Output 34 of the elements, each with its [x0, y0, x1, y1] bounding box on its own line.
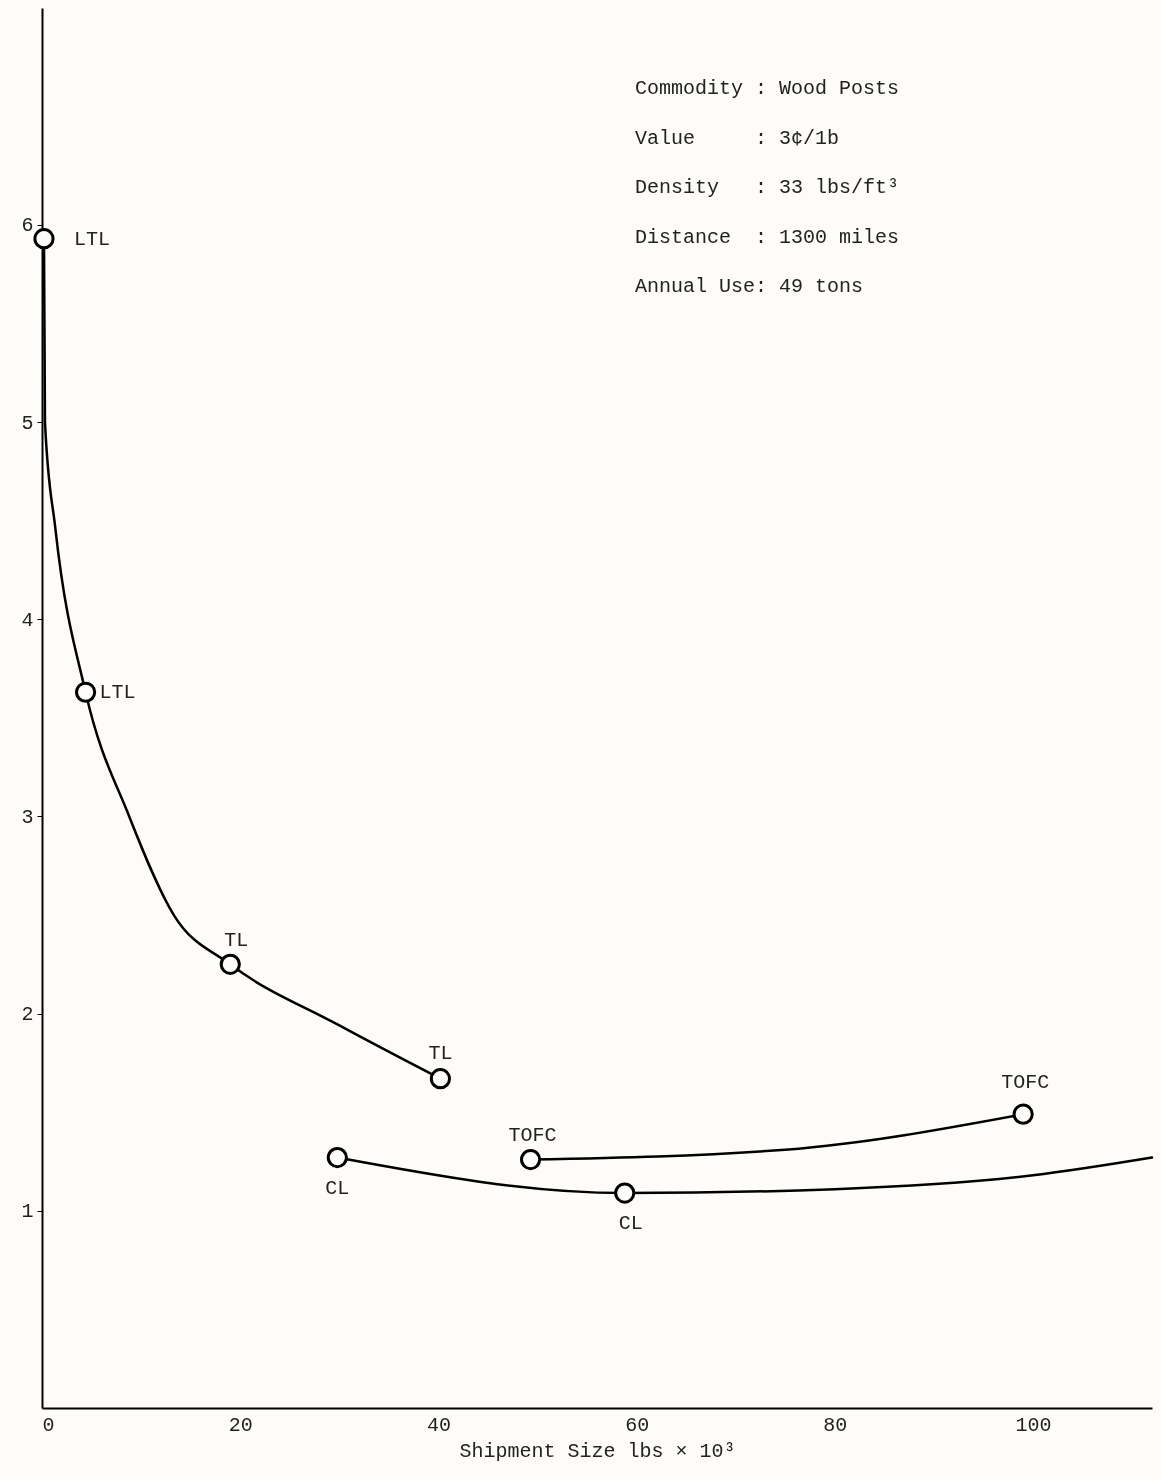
point [75, 681, 97, 703]
point [614, 1182, 636, 1204]
x-tick-label: 80 [823, 1413, 848, 1437]
y-tick-label: 5 [21, 411, 34, 435]
x-tick-label: 100 [1015, 1413, 1052, 1437]
y-tick-label: 4 [21, 608, 34, 632]
annotation: CL [325, 1176, 350, 1200]
annotation: Density : 33 lbs/ft³ [635, 176, 900, 199]
x-tick-label: 0 [42, 1413, 55, 1437]
y-tick-label: 2 [21, 1003, 34, 1027]
annotation: Commodity : Wood Posts [635, 77, 900, 100]
y-tick-label: 1 [21, 1200, 34, 1224]
annotation: CL [618, 1212, 643, 1236]
annotation: TOFC [508, 1123, 557, 1147]
x-tick-label: 60 [625, 1413, 650, 1437]
annotation: LTL [99, 681, 136, 705]
annotation: Distance : 1300 miles [635, 225, 900, 249]
annotation: TL [224, 929, 249, 953]
annotation: Annual Use: 49 tons [635, 275, 864, 298]
point [33, 228, 55, 250]
annotation: Value : 3¢/1b [635, 126, 840, 150]
point [429, 1068, 451, 1090]
y-tick-label: 3 [21, 805, 34, 829]
point [1012, 1103, 1034, 1125]
y-tick-label: 6 [21, 214, 34, 238]
x-tick-label: 20 [228, 1413, 253, 1437]
annotation: LTL [73, 227, 110, 251]
annotation: TOFC [1001, 1071, 1050, 1095]
point [326, 1147, 348, 1169]
annotation: TL [428, 1041, 453, 1065]
x-axis-title: Shipment Size lbs × 10³ [459, 1439, 736, 1463]
x-tick-label: 40 [426, 1413, 451, 1437]
point [520, 1148, 542, 1171]
point [219, 953, 241, 975]
